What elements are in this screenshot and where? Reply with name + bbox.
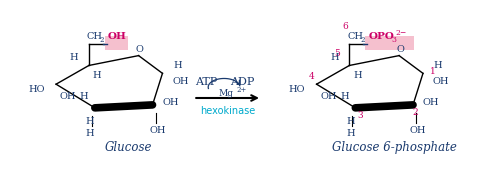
Text: 2: 2	[411, 108, 417, 117]
FancyBboxPatch shape	[364, 36, 413, 50]
FancyBboxPatch shape	[105, 36, 128, 50]
Text: H: H	[173, 61, 182, 70]
Text: 3: 3	[390, 36, 395, 44]
Text: OH: OH	[422, 98, 438, 107]
Text: 3: 3	[357, 111, 363, 120]
Text: HO: HO	[28, 85, 45, 94]
Text: OH: OH	[149, 126, 166, 135]
Text: OH: OH	[319, 91, 336, 100]
Text: 4: 4	[308, 72, 314, 81]
Text: H: H	[433, 61, 441, 70]
Text: 2: 2	[360, 36, 364, 44]
Text: H: H	[85, 129, 94, 138]
Text: HO: HO	[288, 85, 304, 94]
Text: OH: OH	[60, 91, 76, 100]
Text: H: H	[85, 117, 94, 126]
Text: Glucose 6-phosphate: Glucose 6-phosphate	[331, 141, 455, 154]
Text: H: H	[352, 71, 361, 80]
Text: OH: OH	[107, 32, 126, 41]
Text: 2: 2	[100, 36, 104, 44]
Text: OH: OH	[409, 126, 425, 135]
Text: 2−: 2−	[394, 29, 406, 37]
Text: 5: 5	[334, 49, 340, 58]
Text: 1: 1	[429, 67, 435, 76]
Text: 6: 6	[342, 21, 348, 31]
Text: hexokinase: hexokinase	[200, 106, 255, 116]
Text: O: O	[395, 45, 403, 54]
Text: OH: OH	[432, 77, 448, 86]
Text: H: H	[330, 53, 338, 62]
Text: OPO: OPO	[367, 32, 393, 41]
Text: Glucose: Glucose	[105, 141, 152, 154]
Text: OH: OH	[172, 77, 188, 86]
Text: OH: OH	[162, 98, 178, 107]
Text: H: H	[79, 91, 88, 100]
Text: CH: CH	[347, 32, 363, 41]
Text: H: H	[339, 91, 348, 100]
Text: ATP: ATP	[195, 77, 217, 87]
Text: H: H	[346, 117, 354, 126]
Text: 2+: 2+	[236, 86, 246, 94]
Text: H: H	[92, 71, 101, 80]
Text: H: H	[70, 53, 78, 62]
Text: CH: CH	[87, 32, 103, 41]
Text: ADP: ADP	[229, 77, 254, 87]
Text: Mg: Mg	[218, 89, 233, 98]
Text: H: H	[346, 129, 354, 138]
Text: O: O	[136, 45, 143, 54]
